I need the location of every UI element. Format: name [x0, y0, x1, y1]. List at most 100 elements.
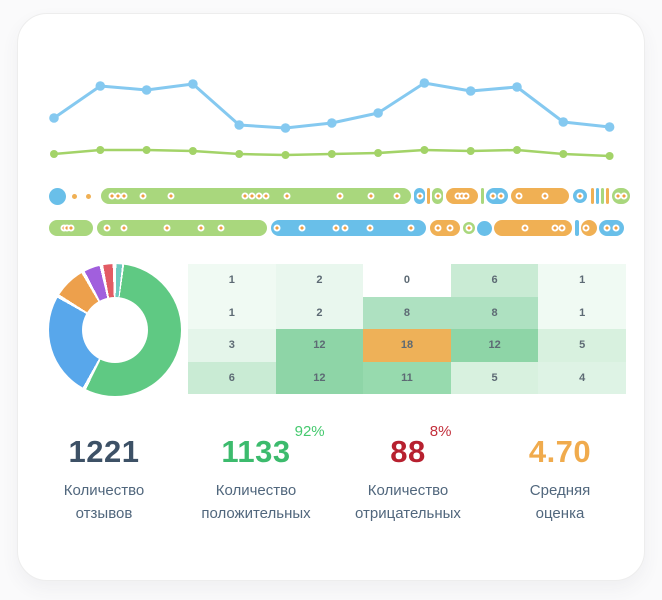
heatmap-cell[interactable]: 1	[188, 296, 276, 329]
stat-value-row: 1221	[69, 434, 140, 470]
heatmap-cell[interactable]: 5	[538, 329, 626, 362]
heatmap-cell[interactable]: 4	[538, 361, 626, 394]
heatmap-cell[interactable]: 3	[188, 329, 276, 362]
segment-dot	[446, 224, 454, 232]
segment-dot	[551, 224, 559, 232]
heatmap-cell[interactable]: 6	[450, 264, 539, 297]
segment-dot	[217, 224, 225, 232]
heatmap-cell[interactable]: 12	[275, 361, 364, 394]
series-green-point[interactable]	[420, 146, 429, 154]
stat-value: 1221	[68, 434, 140, 469]
timeline-segment-minidot[interactable]	[72, 193, 77, 199]
timeline-segment-circle[interactable]	[477, 220, 492, 236]
segment-dot	[262, 192, 270, 200]
timeline-segment-sliver[interactable]	[575, 220, 579, 236]
series-blue-point[interactable]	[49, 113, 59, 123]
timeline-segment-pill[interactable]	[430, 220, 460, 236]
timeline-segment-circle[interactable]	[463, 222, 475, 234]
series-green-point[interactable]	[605, 152, 614, 160]
stat-label: Количество положительных	[201, 482, 311, 522]
series-blue-point[interactable]	[558, 117, 569, 127]
stat-block: 88 8% Количество отрицательных	[332, 423, 484, 525]
segment-dot	[367, 192, 375, 200]
segment-dot	[434, 224, 441, 232]
timeline-segment-pill[interactable]	[581, 220, 597, 236]
heatmap-cell[interactable]: 8	[363, 296, 451, 329]
series-green-point[interactable]	[374, 149, 383, 157]
series-green-point[interactable]	[188, 147, 197, 155]
series-blue-point[interactable]	[373, 108, 383, 118]
donut-chart[interactable]	[49, 264, 181, 396]
line-chart	[46, 56, 631, 174]
heatmap-cell[interactable]: 12	[450, 329, 539, 362]
heatmap-cell[interactable]: 2	[275, 296, 364, 329]
series-green-point[interactable]	[559, 150, 568, 158]
timeline-segment-sliver[interactable]	[427, 188, 430, 204]
segment-dot	[465, 224, 473, 232]
series-green-point[interactable]	[281, 151, 290, 159]
segment-dot	[248, 192, 256, 200]
series-blue-point[interactable]	[95, 81, 106, 91]
timeline-segment-sliver[interactable]	[596, 188, 599, 204]
heatmap-cell[interactable]: 5	[450, 361, 539, 394]
segment-dot	[255, 192, 263, 200]
series-blue-point[interactable]	[327, 118, 337, 128]
timeline-segment-pill[interactable]	[612, 188, 630, 204]
heatmap-cell[interactable]: 12	[275, 329, 364, 362]
timeline-segment-circle[interactable]	[49, 187, 66, 205]
series-blue-point[interactable]	[512, 82, 522, 92]
timeline-segment-pill[interactable]	[486, 188, 508, 204]
heatmap-cell[interactable]: 2	[275, 264, 364, 297]
timeline-segment-minidot[interactable]	[86, 193, 91, 199]
segment-dot	[67, 224, 75, 232]
segment-dot	[114, 192, 122, 200]
stat-block: 4.70 Средняя оценка	[484, 434, 636, 525]
heatmap-cell[interactable]: 1	[538, 264, 626, 297]
heatmap-cell[interactable]: 1	[188, 264, 276, 297]
series-blue-point[interactable]	[280, 123, 291, 133]
series-green-point[interactable]	[142, 146, 151, 154]
timeline-segment-sliver[interactable]	[606, 188, 609, 204]
timeline-segment-pill[interactable]	[446, 188, 478, 204]
stat-value-row: 88 8%	[390, 423, 451, 470]
series-blue-point[interactable]	[188, 79, 198, 89]
timeline-segment-pill[interactable]	[494, 220, 572, 236]
stat-percent-badge: 92%	[294, 423, 325, 440]
timeline-segment-pill[interactable]	[414, 188, 425, 204]
timeline-segment-sliver[interactable]	[481, 188, 484, 204]
stat-value: 88	[390, 434, 426, 469]
timeline-segment-pill[interactable]	[432, 188, 443, 204]
heatmap-cell[interactable]: 0	[363, 264, 451, 297]
heatmap-cell[interactable]: 6	[188, 361, 276, 394]
timeline-segment-circle[interactable]	[573, 189, 587, 203]
segment-dot	[120, 224, 128, 232]
timeline-segment-pill[interactable]	[49, 220, 93, 236]
timeline-segment-pill[interactable]	[599, 220, 624, 236]
series-green-point[interactable]	[96, 146, 105, 154]
series-green-point[interactable]	[50, 150, 58, 158]
heatmap-cell[interactable]: 1	[538, 296, 626, 329]
timeline-segment-pill[interactable]	[101, 188, 411, 204]
series-green-point[interactable]	[235, 150, 244, 158]
timeline-segment-sliver[interactable]	[601, 188, 604, 204]
series-green-point[interactable]	[327, 150, 336, 158]
timeline-segment-pill[interactable]	[271, 220, 426, 236]
stat-value-row: 4.70	[529, 434, 591, 470]
series-blue-point[interactable]	[141, 85, 152, 95]
timeline-segment-pill[interactable]	[511, 188, 569, 204]
series-blue-point[interactable]	[465, 86, 476, 96]
series-green-point[interactable]	[513, 146, 521, 154]
series-blue-point[interactable]	[234, 120, 244, 130]
segment-dot	[603, 224, 610, 232]
timeline-segment-sliver[interactable]	[591, 188, 594, 204]
segment-dot	[336, 192, 344, 200]
heatmap-cell[interactable]: 11	[363, 361, 451, 394]
heatmap-cell[interactable]: 18	[363, 329, 451, 362]
timeline-segment-pill[interactable]	[97, 220, 267, 236]
series-blue-point[interactable]	[604, 122, 615, 132]
heatmap-cell[interactable]: 8	[450, 296, 539, 329]
series-blue-point[interactable]	[419, 78, 430, 88]
segment-dot	[454, 192, 462, 200]
series-green-point[interactable]	[466, 147, 475, 155]
segment-dot	[332, 224, 340, 232]
